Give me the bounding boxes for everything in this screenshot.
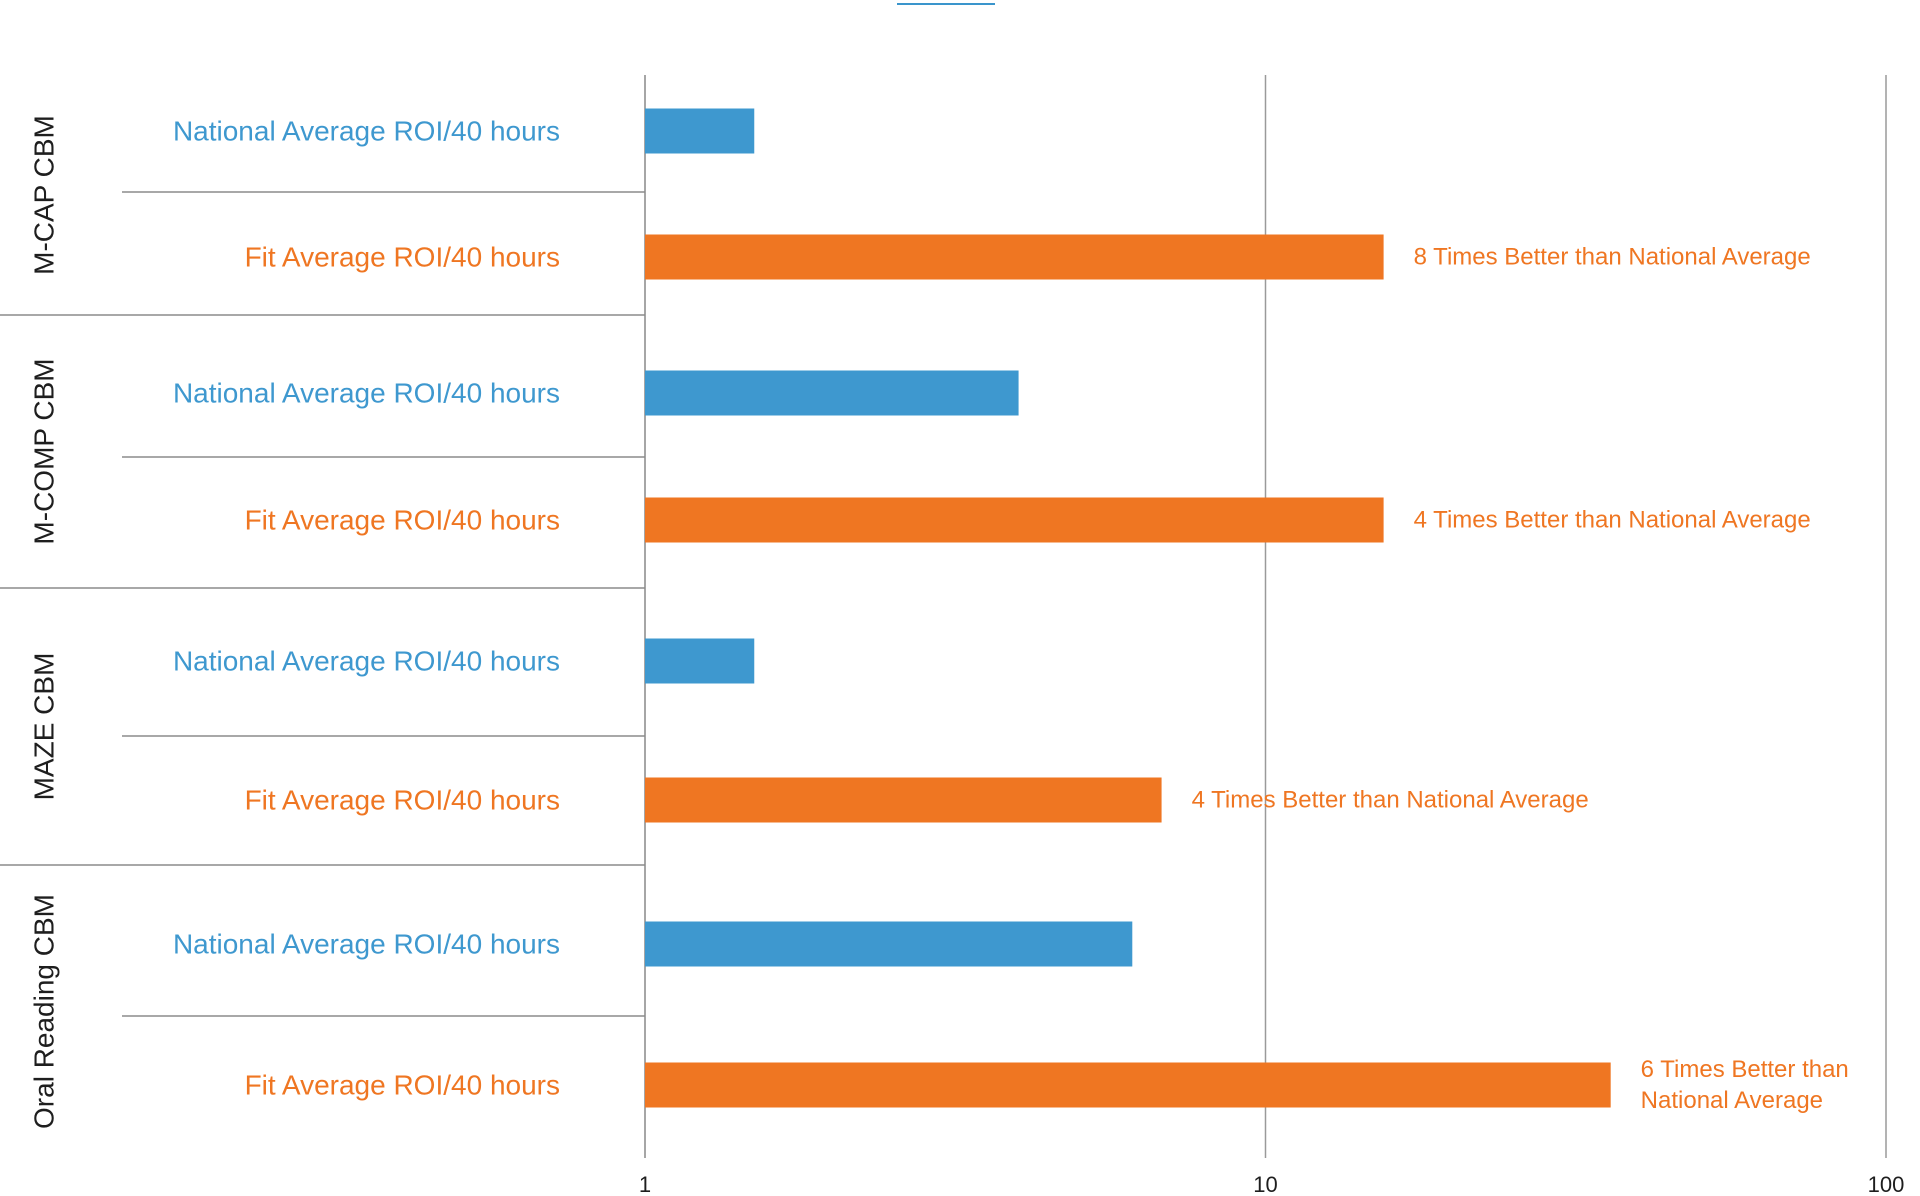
x-tick-label: 10 (1253, 1172, 1277, 1196)
bar-category-label: National Average ROI/40 hours (173, 116, 560, 147)
group-label: MAZE CBM (29, 653, 60, 801)
national-average-bar (645, 638, 755, 684)
group-label: Oral Reading CBM (29, 894, 60, 1129)
bar-category-label: National Average ROI/40 hours (173, 929, 560, 960)
group-label: M-COMP CBM (29, 358, 60, 544)
x-tick-label: 100 (1868, 1172, 1905, 1196)
bar-category-label: National Average ROI/40 hours (173, 378, 560, 409)
national-average-bar (645, 370, 1019, 416)
bar-category-label: Fit Average ROI/40 hours (245, 1070, 560, 1101)
bar-category-label: Fit Average ROI/40 hours (245, 242, 560, 273)
fit-average-bar (645, 234, 1384, 280)
bar-category-label: Fit Average ROI/40 hours (245, 785, 560, 816)
bar-annotation: 4 Times Better than National Average (1414, 507, 1811, 534)
bar-annotation: 6 Times Better than (1641, 1056, 1849, 1083)
fit-average-bar (645, 777, 1162, 823)
bar-category-label: Fit Average ROI/40 hours (245, 505, 560, 536)
group-label: M-CAP CBM (29, 115, 60, 275)
bar-annotation: 4 Times Better than National Average (1192, 787, 1589, 814)
bar-category-label: National Average ROI/40 hours (173, 646, 560, 677)
national-average-bar (645, 921, 1133, 967)
x-tick-label: 1 (639, 1172, 651, 1196)
national-average-bar (645, 108, 755, 154)
fit-average-bar (645, 497, 1384, 543)
top-accent-line (897, 3, 995, 5)
bar-annotation: National Average (1641, 1087, 1823, 1114)
fit-average-bar (645, 1062, 1611, 1108)
bar-annotation: 8 Times Better than National Average (1414, 244, 1811, 271)
